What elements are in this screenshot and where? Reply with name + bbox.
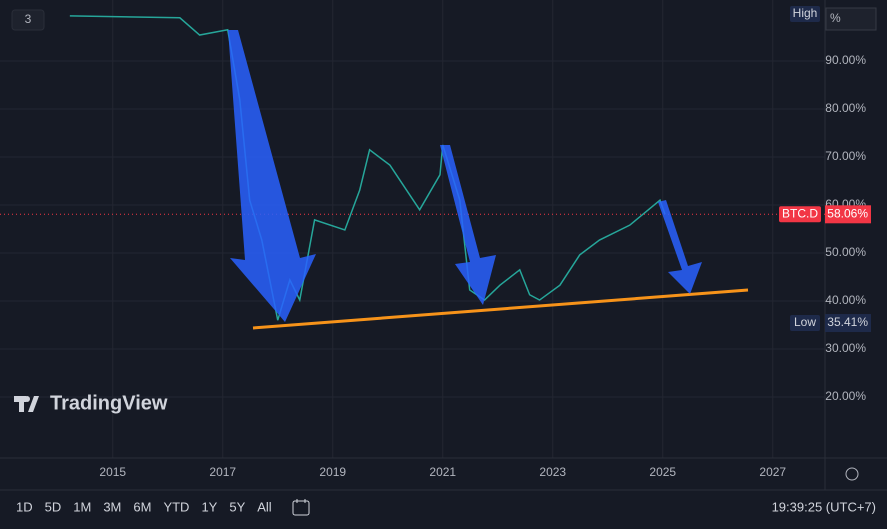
low-value-tag xyxy=(825,314,871,333)
x-tick-label: 2023 xyxy=(539,465,566,479)
high-label: High xyxy=(793,6,818,20)
scale-mode[interactable] xyxy=(825,7,877,31)
range-button[interactable]: 5Y xyxy=(229,499,245,514)
date-range-icon[interactable] xyxy=(292,499,310,516)
y-tick-label: 70.00% xyxy=(825,149,866,163)
arrow xyxy=(440,145,496,305)
y-tick-label: 40.00% xyxy=(825,293,866,307)
layout-button[interactable] xyxy=(11,9,45,31)
y-tick-label: 80.00% xyxy=(825,101,866,115)
x-tick-label: 2021 xyxy=(429,465,456,479)
range-button[interactable]: YTD xyxy=(163,499,189,514)
arrow xyxy=(658,200,702,294)
high-tag xyxy=(790,6,820,22)
trend-line xyxy=(252,288,749,330)
x-tick-label: 2019 xyxy=(319,465,346,479)
x-tick-label: 2017 xyxy=(209,465,236,479)
last-price-tag xyxy=(825,205,871,224)
low-tag xyxy=(790,315,820,332)
y-tick-label: 50.00% xyxy=(825,245,866,259)
range-button[interactable]: 3M xyxy=(103,499,121,514)
scale-mode-label: % xyxy=(830,11,841,25)
series-name: BTC.D xyxy=(782,206,818,220)
arrows xyxy=(228,30,702,322)
logo-icon xyxy=(14,396,39,412)
range-button[interactable]: 6M xyxy=(133,499,151,514)
logo: TradingView xyxy=(50,392,168,414)
low-title: Low xyxy=(794,315,816,329)
range-button[interactable]: 1D xyxy=(16,499,33,514)
range-button[interactable]: 1Y xyxy=(201,499,217,514)
series-tag xyxy=(779,206,821,223)
layout-count: 3 xyxy=(25,12,32,26)
range-button[interactable]: All xyxy=(257,499,272,514)
arrow xyxy=(228,30,316,322)
y-tick-label: 30.00% xyxy=(825,341,866,355)
low-label: 35.41% xyxy=(827,315,868,329)
last-price-label: 58.06% xyxy=(827,206,868,220)
x-tick-label: 2015 xyxy=(99,465,126,479)
x-tick-label: 2025 xyxy=(649,465,676,479)
y-tick-label: 90.00% xyxy=(825,53,866,67)
clock: 19:39:25 (UTC+7) xyxy=(772,499,876,514)
y-tick-label: 20.00% xyxy=(825,389,866,403)
settings-icon[interactable] xyxy=(845,467,859,481)
range-button[interactable]: 5D xyxy=(45,499,62,514)
x-tick-label: 2027 xyxy=(759,465,786,479)
range-button[interactable]: 1M xyxy=(73,499,91,514)
